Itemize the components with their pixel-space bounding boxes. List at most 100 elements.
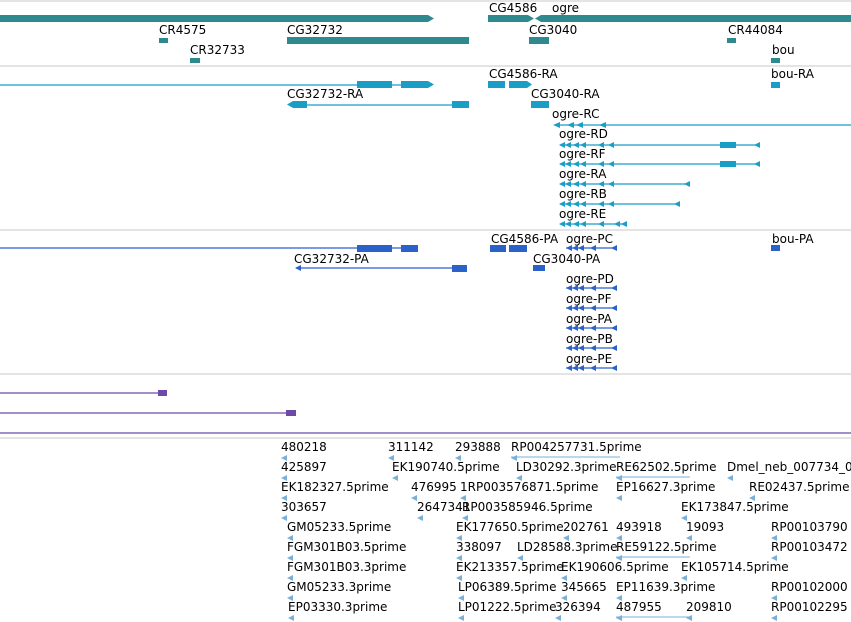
gene-label[interactable]: CR44084 (728, 23, 783, 37)
transcript-label[interactable]: ogre-RE (559, 207, 606, 221)
gene-feature-cg3040[interactable] (529, 37, 549, 44)
transcript-exon[interactable] (293, 101, 307, 108)
gene-feature-ogre[interactable] (541, 15, 851, 22)
transcript-exon[interactable] (720, 142, 736, 148)
transcript-exon[interactable] (720, 161, 736, 167)
transcript-label[interactable]: CG3040-RA (531, 87, 600, 101)
est-label[interactable]: 345665 (561, 580, 607, 594)
est-feature[interactable] (281, 515, 287, 521)
transcript-label[interactable]: CG32732-RA (287, 87, 364, 101)
est-feature[interactable] (771, 535, 777, 541)
est-feature[interactable] (287, 555, 293, 561)
est-feature[interactable] (392, 475, 398, 481)
est-label[interactable]: 338097 (456, 540, 502, 554)
gene-feature-cr4575[interactable] (159, 38, 168, 43)
protein-label[interactable]: ogre-PF (566, 292, 612, 306)
transcript-label[interactable]: bou-RA (771, 67, 815, 81)
est-label[interactable]: LD28588.3prime (517, 540, 618, 554)
est-feature[interactable] (458, 615, 464, 621)
est-feature[interactable] (281, 495, 287, 501)
est-feature[interactable] (616, 495, 622, 501)
transcript-exon[interactable] (531, 101, 549, 108)
est-feature[interactable] (287, 595, 293, 601)
est-label[interactable]: EP16627.3prime (616, 480, 715, 494)
est-label[interactable]: 202761 (563, 520, 609, 534)
est-feature[interactable] (456, 555, 462, 561)
purple-feature-block[interactable] (286, 410, 296, 416)
est-label[interactable]: RP004257731.5prime (511, 440, 642, 454)
protein-exon[interactable] (533, 265, 545, 271)
transcript-label[interactable]: ogre-RA (559, 167, 607, 181)
est-label[interactable]: LP01222.5prime (458, 600, 557, 614)
est-label[interactable]: RP00103790 (771, 520, 848, 534)
est-label[interactable]: EK177650.5prime (456, 520, 564, 534)
transcript-exon[interactable] (509, 81, 527, 88)
est-feature[interactable] (462, 515, 468, 521)
est-label[interactable]: RE02437.5prime (749, 480, 850, 494)
est-feature[interactable] (517, 555, 523, 561)
est-label[interactable]: EK105714.5prime (681, 560, 789, 574)
est-label[interactable]: Dmel_neb_007734_0 (727, 460, 851, 474)
est-feature[interactable] (555, 615, 561, 621)
est-label[interactable]: FGM301B03.3prime (287, 560, 406, 574)
est-label[interactable]: 19093 (686, 520, 724, 534)
protein-label[interactable]: CG32732-PA (294, 252, 370, 266)
est-feature[interactable] (771, 615, 777, 621)
protein-label[interactable]: CG3040-PA (533, 252, 601, 266)
est-label[interactable]: 293888 (455, 440, 501, 454)
est-feature[interactable] (458, 595, 464, 601)
est-label[interactable]: 493918 (616, 520, 662, 534)
transcript-exon[interactable] (488, 81, 505, 88)
est-label[interactable]: RP003585946.5prime (462, 500, 593, 514)
est-feature[interactable] (681, 515, 687, 521)
est-label[interactable]: RE59122.5prime (616, 540, 717, 554)
est-feature[interactable] (281, 455, 287, 461)
gene-label[interactable]: CG32732 (287, 23, 343, 37)
est-label[interactable]: GM05233.3prime (287, 580, 391, 594)
est-label[interactable]: 1RP003576871.5prime (460, 480, 598, 494)
est-feature[interactable] (681, 575, 687, 581)
est-label[interactable]: 425897 (281, 460, 327, 474)
est-feature[interactable] (561, 575, 567, 581)
protein-label[interactable]: ogre-PA (566, 312, 613, 326)
protein-label[interactable]: ogre-PD (566, 272, 614, 286)
est-feature[interactable] (771, 555, 777, 561)
transcript-label[interactable]: ogre-RF (559, 147, 606, 161)
est-feature[interactable] (727, 475, 733, 481)
gene-feature-cr32733[interactable] (190, 58, 200, 63)
est-feature[interactable] (686, 535, 692, 541)
est-feature[interactable] (456, 535, 462, 541)
est-label[interactable]: EK190606.5prime (561, 560, 669, 574)
est-label[interactable]: EP03330.3prime (288, 600, 387, 614)
est-feature[interactable] (563, 535, 569, 541)
est-feature[interactable] (616, 595, 622, 601)
protein-label[interactable]: ogre-PC (566, 232, 613, 246)
gene-label[interactable]: CR32733 (190, 43, 245, 57)
protein-exon[interactable] (357, 245, 392, 252)
transcript-exon[interactable] (771, 82, 780, 88)
est-label[interactable]: 487955 (616, 600, 662, 614)
est-feature[interactable] (287, 535, 293, 541)
est-feature[interactable] (771, 595, 777, 601)
gene-label[interactable]: bou (772, 43, 795, 57)
est-label[interactable]: 209810 (686, 600, 732, 614)
est-label[interactable]: EP11639.3prime (616, 580, 715, 594)
est-label[interactable]: EK213357.5prime (456, 560, 564, 574)
est-feature[interactable] (616, 535, 622, 541)
est-feature[interactable] (287, 575, 293, 581)
gene-label[interactable]: CR4575 (159, 23, 206, 37)
protein-exon[interactable] (401, 245, 418, 252)
est-label[interactable]: RP00102000 (771, 580, 848, 594)
purple-feature-block[interactable] (158, 390, 167, 396)
protein-label[interactable]: ogre-PB (566, 332, 613, 346)
est-label[interactable]: RE62502.5prime (616, 460, 717, 474)
est-feature[interactable] (388, 455, 394, 461)
est-label[interactable]: 311142 (388, 440, 434, 454)
est-label[interactable]: 303657 (281, 500, 327, 514)
gene-feature-cg32732[interactable] (287, 37, 469, 44)
est-feature[interactable] (460, 495, 466, 501)
est-label[interactable]: FGM301B03.5prime (287, 540, 406, 554)
est-label[interactable]: 2647341 (417, 500, 470, 514)
est-feature[interactable] (686, 615, 692, 621)
transcript-exon[interactable] (357, 81, 392, 88)
